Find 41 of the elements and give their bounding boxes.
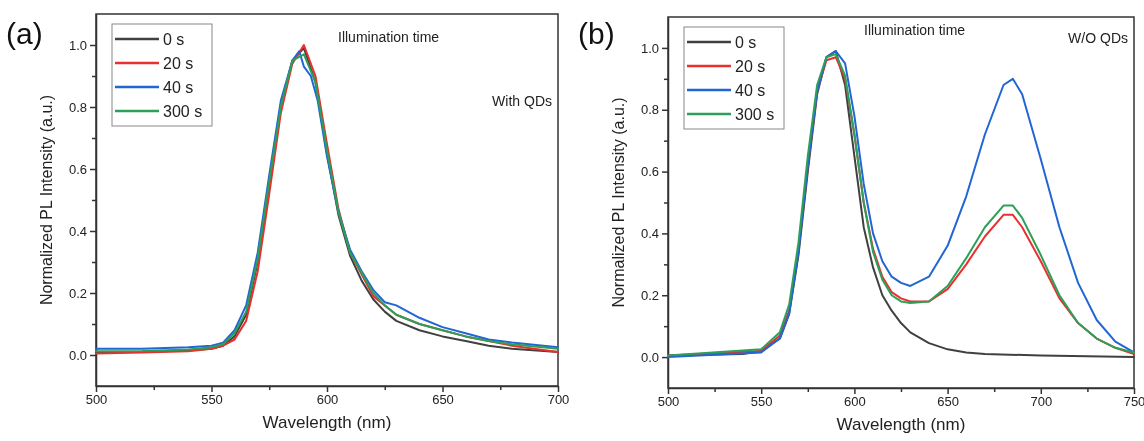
x-tick-label: 500 (657, 394, 680, 410)
x-axis-title: Wavelength (nm) (262, 413, 392, 432)
y-tick-label: 1.0 (640, 40, 659, 56)
x-tick-label: 700 (547, 392, 570, 408)
x-tick-label: 650 (937, 394, 959, 410)
legend-label: 20 s (163, 55, 194, 72)
legend-title: Illumination time (338, 29, 440, 45)
legend-label: 20 s (735, 58, 766, 75)
x-tick-label: 600 (316, 392, 339, 408)
x-tick-label: 700 (1030, 394, 1053, 410)
legend-label: 300 s (735, 106, 775, 123)
x-axis-title: Wavelength (nm) (836, 415, 966, 434)
legend-label: 300 s (163, 103, 203, 120)
x-tick-label: 550 (201, 392, 223, 408)
legend-label: 40 s (163, 79, 194, 96)
y-tick-label: 0.8 (640, 102, 659, 118)
y-axis-title: Normalized PL Intensity (a.u.) (610, 97, 627, 308)
x-tick-label: 750 (1123, 394, 1144, 410)
legend-label: 0 s (163, 31, 185, 48)
y-axis-title: Normalized PL Intensity (a.u.) (38, 94, 55, 306)
annotation: With QDs (492, 93, 552, 109)
x-tick-label: 600 (844, 394, 866, 410)
y-tick-label: 0.4 (640, 226, 659, 242)
x-tick-label: 550 (750, 394, 773, 410)
y-tick-label: 0.0 (640, 349, 659, 365)
y-tick-label: 0.6 (68, 161, 87, 177)
y-tick-label: 0.6 (640, 164, 659, 180)
legend-title: Illumination time (864, 22, 966, 38)
y-tick-label: 0.2 (640, 287, 659, 303)
y-tick-label: 0.2 (68, 285, 87, 301)
annotation: W/O QDs (1068, 30, 1128, 46)
text: (b) (578, 17, 615, 50)
y-tick-label: 0.0 (68, 347, 87, 363)
y-tick-label: 1.0 (68, 37, 87, 53)
y-tick-label: 0.8 (68, 99, 87, 115)
x-tick-label: 650 (432, 392, 454, 408)
x-tick-label: 500 (85, 392, 108, 408)
y-tick-label: 0.4 (68, 223, 87, 239)
legend-label: 0 s (735, 34, 757, 51)
legend-label: 40 s (735, 82, 766, 99)
text: (a) (6, 17, 43, 50)
